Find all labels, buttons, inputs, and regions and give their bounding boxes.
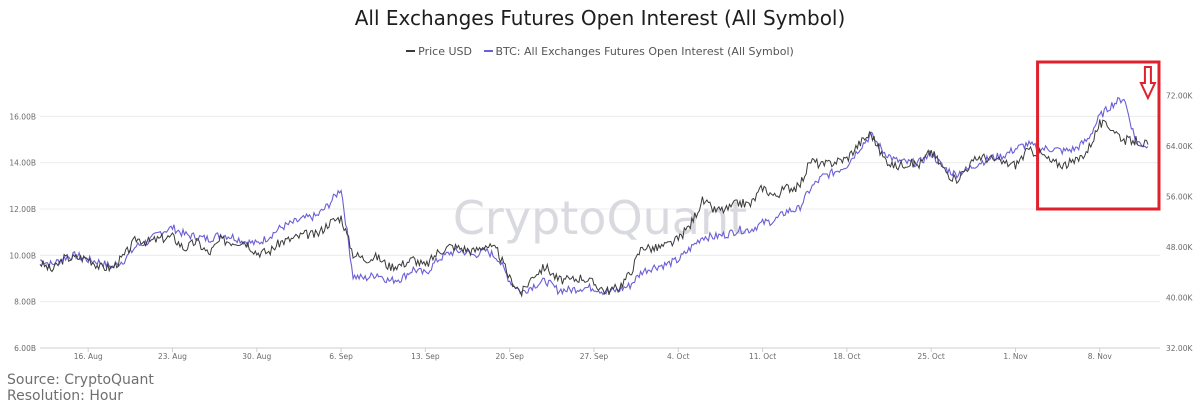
x-tick-label: 6. Sep [329,352,353,361]
highlight-box [1036,60,1161,211]
resolution-label: Resolution: Hour [7,388,124,404]
y-right-tick-label: 56.00K [1166,192,1193,201]
x-tick-label: 1. Nov [1003,352,1028,361]
x-tick-label: 23. Aug [158,352,187,361]
watermark-text: CryptoQuant [453,191,747,245]
source-label: Source: CryptoQuant [7,372,154,388]
series-line-open-interest [39,96,1149,296]
legend-item-price[interactable]: Price USD [406,45,472,58]
y-left-tick-label: 10.00B [9,251,36,260]
legend-swatch-price [406,50,416,52]
x-tick-label: 25. Oct [918,352,945,361]
legend-item-open-interest[interactable]: BTC: All Exchanges Futures Open Interest… [483,44,794,58]
y-right-tick-label: 48.00K [1166,243,1193,252]
x-tick-label: 11. Oct [749,352,776,361]
y-left-tick-label: 16.00B [9,112,36,121]
y-left-tick-label: 12.00B [9,205,36,214]
legend-label-open-interest: BTC: All Exchanges Futures Open Interest… [495,44,794,58]
y-right-tick-label: 32.00K [1166,344,1193,353]
y-right-tick-label: 72.00K [1166,91,1193,100]
chart-title: All Exchanges Futures Open Interest (All… [354,6,846,30]
x-tick-label: 18. Oct [833,352,860,361]
down-arrow-icon [1139,66,1157,101]
y-left-tick-label: 6.00B [14,344,36,353]
legend-swatch-open-interest [483,50,493,52]
y-left-tick-label: 14.00B [9,159,36,168]
x-tick-label: 8. Nov [1088,352,1113,361]
x-tick-label: 30. Aug [242,352,271,361]
legend-label-price: Price USD [418,44,472,58]
x-tick-label: 16. Aug [74,352,103,361]
x-tick-label: 4. Oct [667,352,690,361]
y-right-tick-label: 40.00K [1166,293,1193,302]
y-left-tick-label: 8.00B [14,298,36,307]
chart-legend: Price USD BTC: All Exchanges Futures Ope… [0,42,1200,58]
y-right-tick-label: 64.00K [1166,142,1193,151]
x-tick-label: 20. Sep [495,352,524,361]
x-tick-label: 13. Sep [411,352,440,361]
series-line-price [39,119,1149,298]
x-tick-label: 27. Sep [580,352,609,361]
